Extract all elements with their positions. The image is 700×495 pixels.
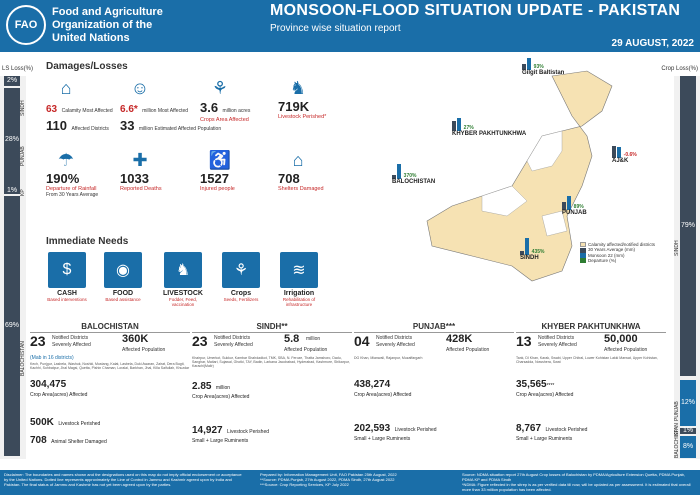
crop-loss-kp: 1% [680,427,696,434]
report-date: 29 AUGUST, 2022 [611,38,694,49]
stat-districts: ⌂ 63 Calamity Most Affected 110 Affected… [46,78,113,133]
need-irrigation: ≋ Irrigation Rehabilitation of infrastru… [274,252,324,307]
stat-population: ☺ 6.6* million Most Affected 33 million … [120,78,222,133]
stretcher-icon: ✚ [132,150,148,170]
map-legend: Calamity affected/notified districts 30 … [580,242,655,264]
stat-injured: ♿ 1527 Injured people [200,150,240,192]
callout-kp: 27% KHYBER PAKHTUNKHWA [452,118,526,137]
footer-notes: Source: NDMA situation report 27th Augus… [462,472,691,492]
wheat-icon: ⚘ [211,78,229,98]
panel-kp: KHYBER PAKHTUNKHWA 13 Notified Districts… [516,322,666,462]
injured-icon: ♿ [208,150,232,170]
stat-shelters: ⌂ 708 Shelters Damaged [278,150,324,192]
callout-sindh: 435% SINDH [520,238,544,261]
fao-logo: FAO [6,5,46,45]
person-icon: ☺ [130,78,150,98]
map-shape [426,70,613,282]
pakistan-map: 93% Gilgit Baltistan 27% KHYBER PAKHTUNK… [392,56,667,296]
page-title: MONSOON-FLOOD SITUATION UPDATE - PAKISTA… [270,2,681,19]
page-subtitle: Province wise situation report [270,23,401,34]
need-crops: ⚘ Crops Seeds, Fertilizers [216,252,266,302]
stat-livestock: ♞ 719K Livestock Perished* [278,78,327,120]
panel-punjab: PUNJAB*** 04 Notified Districts Severely… [354,322,514,462]
panel-balochistan: BALOCHISTAN 23 Notified Districts Severe… [30,322,190,446]
footer: Disclaimer: The boundaries and names sho… [0,470,700,495]
flood-house-icon: ⌂ [60,78,72,98]
crops-icon: ⚘ [222,252,260,288]
callout-punjab: 89% PUNJAB [562,196,587,216]
ls-loss-label: LS Loss(%) [2,66,34,72]
ls-loss-balochistan: 69% [4,196,20,456]
need-food: ◉ FOOD Based assistance [98,252,148,302]
crop-loss-label: Crop Loss(%) [661,66,698,72]
org-name: Food and Agriculture Organization of the… [52,6,163,44]
callout-balochistan: 370% BALOCHISTAN [392,164,435,185]
need-livestock: ♞ LIVESTOCK Fodder, Feed, vaccination [158,252,208,307]
callout-ajk: -0.6% AJ&K [612,146,637,164]
panel-sindh: SINDH** 23 Notified Districts Severely A… [192,322,352,462]
footer-sources: Prepared by: Information Management Unit… [260,472,397,487]
livestock-icon: ♞ [164,252,202,288]
ls-loss-sindh: 2% [4,76,20,86]
header: FAO Food and Agriculture Organization of… [0,0,700,52]
damages-title: Damages/Losses [46,61,128,72]
crop-loss-sindh: 79% [680,76,696,376]
ls-loss-bar: 2% SINDH 28% PUNJAB 1% KP 69% BALOCHISTA… [0,76,26,459]
need-cash: $ CASH Based interventions [42,252,92,302]
irrigation-icon: ≋ [280,252,318,288]
stat-deaths: ✚ 1033 Reported Deaths [120,150,162,192]
stat-crop-area: ⚘ 3.6 million acres Crops Area Affected [200,78,251,123]
ls-loss-kp: 1% [4,187,20,194]
food-icon: ◉ [104,252,142,288]
crop-loss-balochistan: 8% [680,436,696,458]
cash-icon: $ [48,252,86,288]
crop-loss-bar: 79% SINDH 12% PUNJAB 1% KP 8% BALOCHISTA… [674,76,700,459]
ls-loss-punjab: 28% [4,88,20,192]
crop-loss-punjab: 12% [680,380,696,426]
callout-gilgit: 93% Gilgit Baltistan [522,58,564,76]
disclaimer: Disclaimer: The boundaries and names sho… [4,472,242,487]
stat-rainfall: ☂ 190% Departure of Rainfall From 30 Yea… [46,150,99,198]
cow-icon: ♞ [289,78,307,98]
needs-title: Immediate Needs [46,236,129,247]
rain-icon: ☂ [57,150,75,170]
shelter-icon: ⌂ [292,150,304,170]
